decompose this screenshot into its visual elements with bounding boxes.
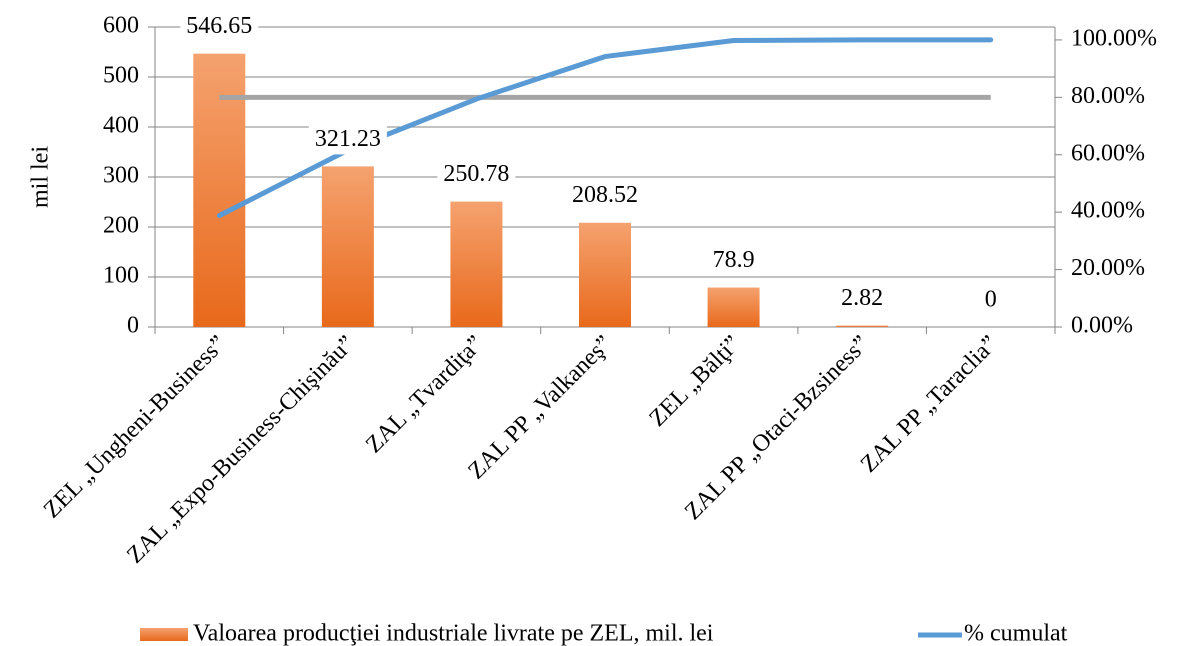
bar: [193, 53, 246, 328]
y-tick-label: 400: [103, 113, 139, 139]
data-label: 78.9: [713, 247, 755, 273]
y-tick-label: 0: [127, 313, 139, 339]
data-label-bg: [706, 247, 761, 276]
y-axis-label: mil lei: [28, 146, 54, 208]
x-tick-label: ZAL „Tvardiţa”: [361, 331, 489, 459]
bar: [321, 166, 374, 327]
bar: [707, 287, 760, 327]
x-tick-label: ZAL PP „Valkaneş”: [463, 331, 617, 485]
data-label: 546.65: [186, 13, 252, 39]
bar: [836, 325, 889, 327]
data-label: 250.78: [443, 161, 509, 187]
y-tick-label: 300: [103, 163, 139, 189]
y2-tick-label: 80.00%: [1071, 83, 1145, 109]
legend-label: Valoarea producţiei industriale livrate …: [193, 621, 714, 646]
data-label-bg: [437, 161, 516, 190]
data-label-bg: [180, 13, 259, 42]
data-label: 2.82: [841, 285, 883, 311]
y2-tick-label: 0.00%: [1071, 313, 1133, 339]
data-label-bg: [978, 287, 1003, 315]
x-tick-label: ZEL „Bălţi”: [645, 331, 746, 432]
y-tick-label: 500: [103, 63, 139, 89]
y2-tick-label: 60.00%: [1071, 140, 1145, 166]
y-tick-label: 100: [103, 263, 139, 289]
legend-swatch: [140, 628, 188, 641]
y-tick-label: 600: [103, 13, 139, 39]
data-label: 208.52: [572, 182, 638, 208]
data-label: 321.23: [315, 126, 381, 152]
bar: [579, 222, 631, 327]
y2-tick-label: 100.00%: [1071, 25, 1157, 51]
x-tick-label: ZAL „Expo-Business-Chişinău”: [122, 331, 360, 569]
y-tick-label: 200: [103, 213, 139, 239]
x-tick-label: ZAL PP „Taraclia”: [856, 331, 1003, 478]
data-label: 0: [985, 287, 997, 313]
y2-tick-label: 20.00%: [1071, 255, 1145, 281]
data-label-bg: [308, 126, 387, 155]
data-label-bg: [835, 285, 890, 314]
data-label-bg: [566, 182, 644, 211]
legend-label: % cumulat: [964, 621, 1068, 646]
y2-tick-label: 40.00%: [1071, 198, 1145, 224]
bar: [450, 201, 503, 327]
